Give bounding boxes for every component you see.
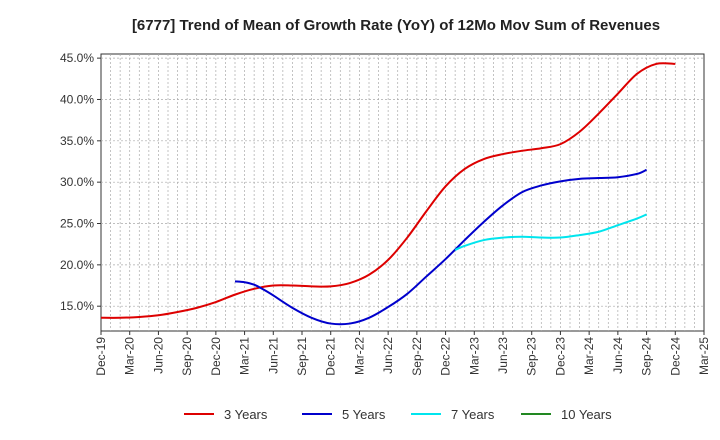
plot-frame <box>100 53 705 332</box>
series-line-7-years <box>454 213 647 251</box>
legend-label-7-years: 7 Years <box>451 407 495 422</box>
legend-label-5-years: 5 Years <box>342 407 386 422</box>
x-axis: Dec-19 Mar-20 Jun-20 Sep-20 Dec-20 Mar-21 Jun-… <box>94 331 711 376</box>
x-tick-label: Sep-22 <box>410 337 424 376</box>
legend-label-3-years: 3 Years <box>224 407 268 422</box>
x-tick-label: Jun-20 <box>151 337 165 374</box>
legend-label-10-years: 10 Years <box>561 407 612 422</box>
x-tick-label: Mar-25 <box>697 337 711 375</box>
x-tick-label: Dec-21 <box>324 337 338 376</box>
series-lines <box>100 62 676 326</box>
chart-title: [6777] Trend of Mean of Growth Rate (YoY… <box>132 17 660 34</box>
x-tick-label: Dec-19 <box>94 337 108 376</box>
x-tick-label: Jun-21 <box>266 337 280 374</box>
x-tick-label: Sep-21 <box>295 337 309 376</box>
x-tick-label: Dec-23 <box>553 337 567 376</box>
x-tick-label: Jun-23 <box>496 337 510 374</box>
x-tick-label: Mar-22 <box>352 337 366 375</box>
y-tick-label: 35.0% <box>60 134 94 148</box>
y-tick-label: 40.0% <box>60 92 94 106</box>
legend: 3 Years 5 Years 7 Years 10 Years <box>184 407 612 422</box>
x-tick-label: Dec-22 <box>439 337 453 376</box>
x-tick-label: Sep-24 <box>640 337 654 376</box>
x-tick-label: Mar-24 <box>582 337 596 375</box>
y-axis: 15.0% 20.0% 25.0% 30.0% 35.0% 40.0% 45.0% <box>60 51 101 313</box>
x-tick-label: Jun-24 <box>611 337 625 374</box>
x-tick-label: Sep-20 <box>180 337 194 376</box>
grid-lines <box>101 54 704 331</box>
x-tick-label: Dec-24 <box>668 337 682 376</box>
y-tick-label: 25.0% <box>60 217 94 231</box>
y-tick-label: 45.0% <box>60 51 94 65</box>
x-tick-label: Dec-20 <box>209 337 223 376</box>
x-tick-label: Sep-23 <box>525 337 539 376</box>
plot-area <box>100 53 705 332</box>
series-line-3-years <box>100 62 676 319</box>
x-tick-label: Jun-22 <box>381 337 395 374</box>
y-tick-label: 30.0% <box>60 175 94 189</box>
y-tick-label: 15.0% <box>60 299 94 313</box>
x-tick-label: Mar-21 <box>238 337 252 375</box>
x-tick-label: Mar-20 <box>123 337 137 375</box>
series-line-5-years <box>234 168 648 326</box>
x-tick-label: Mar-23 <box>467 337 481 375</box>
y-tick-label: 20.0% <box>60 258 94 272</box>
